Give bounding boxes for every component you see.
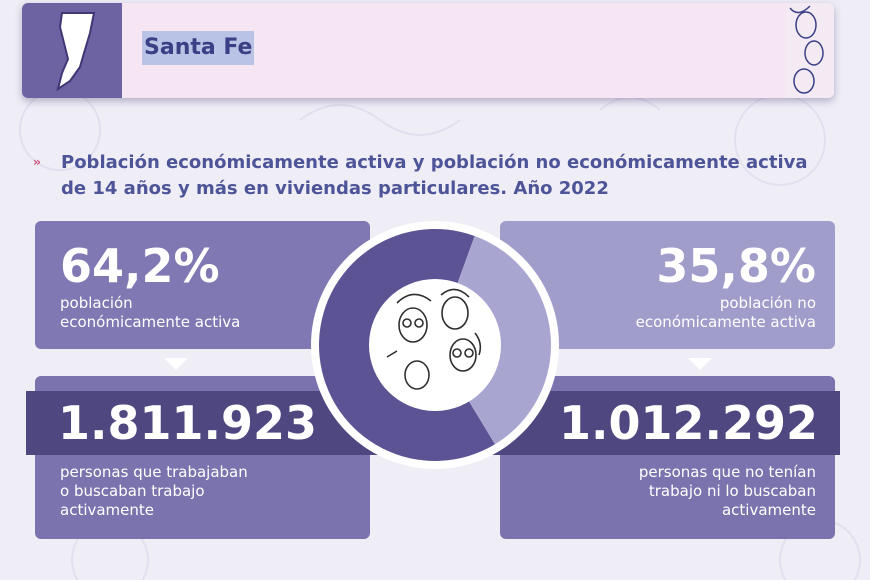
active-desc-line: económicamente activa <box>60 313 241 331</box>
inactive-count-desc: personas que no tenían trabajo ni lo bus… <box>520 463 816 520</box>
down-arrow-icon <box>164 358 188 370</box>
bullet-arrow-icon: ›› <box>33 155 41 169</box>
down-arrow-icon <box>688 358 712 370</box>
chart-title: Población económicamente activa y poblac… <box>61 152 808 199</box>
inactive-count-label: 1.012.292 <box>559 396 818 450</box>
inactive-pct-desc: población no económicamente activa <box>520 294 816 332</box>
inactive-desc-line: económicamente activa <box>635 313 816 331</box>
faces-illustration-icon <box>786 3 834 98</box>
inactive-desc-line: población no <box>719 294 816 312</box>
active-count-desc-line: activamente <box>60 501 155 519</box>
active-pct-desc: población económicamente activa <box>60 294 240 332</box>
active-desc-line: población <box>60 294 133 312</box>
active-count-desc-line: o buscaban trabajo <box>60 482 205 500</box>
active-count-label: 1.811.923 <box>58 396 317 450</box>
inactive-count-desc-line: trabajo ni lo buscaban <box>648 482 816 500</box>
active-count-desc-line: personas que trabajaban <box>60 463 248 481</box>
region-title: Santa Fe <box>142 31 255 65</box>
inactive-pct-label: 35,8% <box>656 239 816 293</box>
active-pct-label: 64,2% <box>60 239 220 293</box>
santa-fe-map-icon <box>56 12 96 92</box>
map-panel <box>22 3 122 98</box>
donut-hole <box>369 279 501 411</box>
active-count-desc: personas que trabajaban o buscaban traba… <box>60 463 248 520</box>
inactive-count-desc-line: personas que no tenían <box>638 463 816 481</box>
donut-chart <box>311 221 559 469</box>
inactive-count-desc-line: activamente <box>721 501 816 519</box>
faces-illustration-icon <box>386 288 482 390</box>
region-header: Santa Fe <box>22 3 834 98</box>
